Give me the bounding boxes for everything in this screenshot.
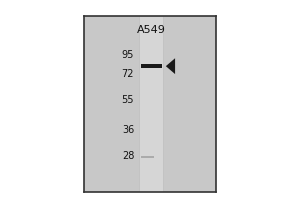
- Bar: [141, 156, 154, 158]
- Text: A549: A549: [137, 25, 166, 35]
- Polygon shape: [166, 58, 175, 74]
- Text: 95: 95: [122, 50, 134, 60]
- Text: 28: 28: [122, 151, 134, 161]
- Bar: [140, 16, 163, 192]
- Text: 36: 36: [122, 125, 134, 135]
- Text: 55: 55: [122, 95, 134, 105]
- Bar: [141, 64, 162, 68]
- Text: 72: 72: [122, 69, 134, 79]
